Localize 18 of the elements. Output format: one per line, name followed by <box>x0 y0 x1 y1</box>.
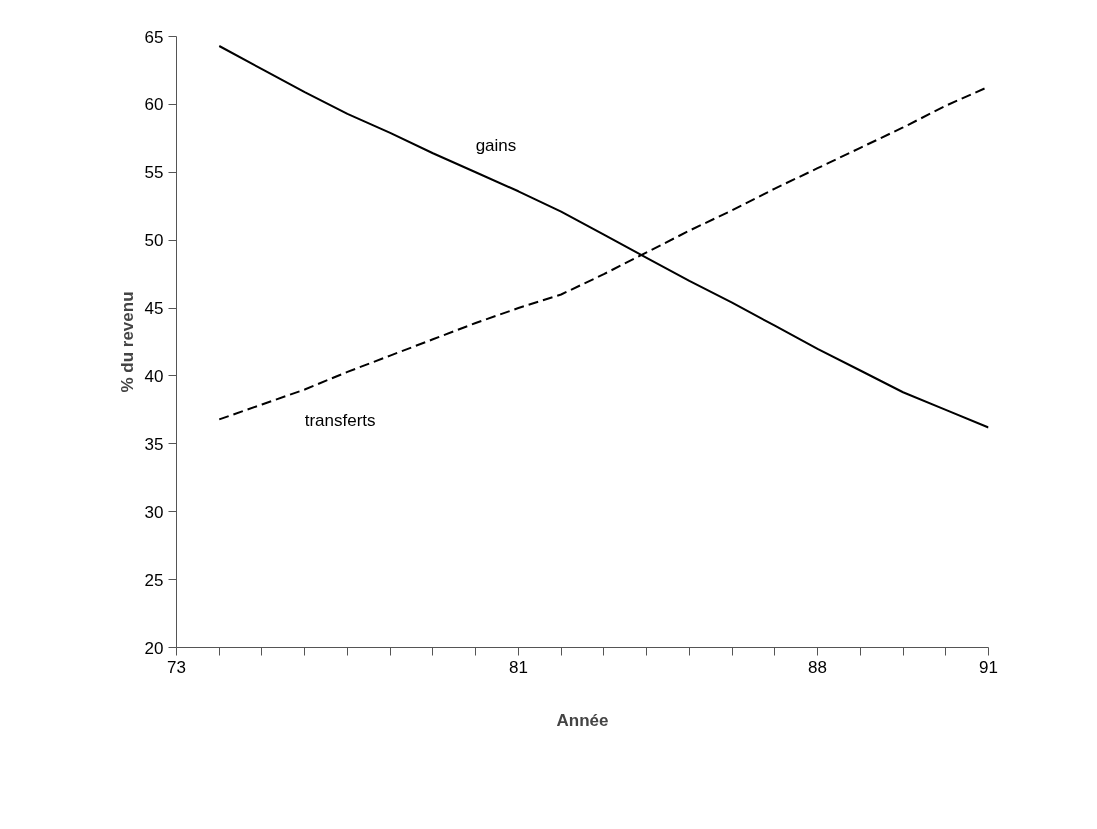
x-tick-label: 88 <box>808 657 828 677</box>
y-tick-label: 60 <box>144 95 164 115</box>
y-tick-label: 35 <box>144 434 164 454</box>
y-tick-label: 25 <box>144 570 164 590</box>
y-tick-label: 55 <box>144 163 164 183</box>
x-tick-label: 91 <box>979 657 998 677</box>
series-label: transferts <box>304 411 376 431</box>
y-tick-label: 40 <box>144 366 164 386</box>
x-tick-label: 81 <box>508 657 528 677</box>
series-label: gains <box>475 135 517 155</box>
x-tick-label: 73 <box>167 657 186 677</box>
x-axis-title: Année <box>556 710 609 730</box>
y-tick-label: 65 <box>144 27 164 47</box>
y-tick-label: 20 <box>144 638 164 658</box>
y-tick-label: 30 <box>144 502 164 522</box>
y-tick-label: 50 <box>144 231 164 251</box>
y-tick-label: 45 <box>144 299 164 319</box>
y-axis-title: % du revenu <box>117 291 137 393</box>
